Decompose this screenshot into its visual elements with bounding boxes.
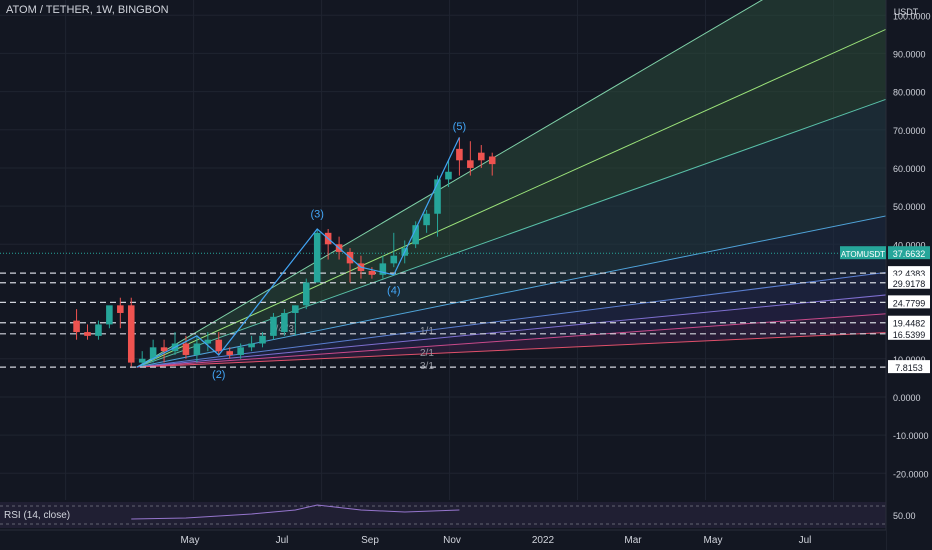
fan-label: 2/1 bbox=[420, 348, 434, 359]
level-label-bg bbox=[888, 360, 930, 374]
level-label-bg bbox=[888, 295, 930, 309]
candle-body bbox=[73, 320, 80, 333]
rsi-pane bbox=[0, 502, 886, 528]
candle-body bbox=[117, 305, 124, 313]
horizontal-levels bbox=[0, 252, 886, 368]
candle-body bbox=[182, 343, 190, 355]
candle-body bbox=[445, 171, 452, 180]
time-tick-label: Nov bbox=[443, 535, 461, 546]
price-tick-label: 10.0000 bbox=[893, 355, 926, 365]
candle-body bbox=[248, 343, 255, 348]
candle-body bbox=[160, 347, 168, 352]
fan-label: 3/1 bbox=[420, 361, 434, 372]
fan-band bbox=[136, 0, 932, 368]
price-tick-label: 40.0000 bbox=[893, 240, 926, 250]
price-tick-label: 70.0000 bbox=[893, 126, 926, 136]
current-symbol-bg bbox=[840, 246, 886, 260]
candle-body bbox=[488, 156, 496, 165]
time-tick-label: Jul bbox=[799, 535, 812, 546]
time-axis-bg bbox=[0, 530, 886, 550]
wave-label: (5) bbox=[453, 121, 466, 133]
candle-body bbox=[434, 179, 441, 214]
level-label: 32.4383 bbox=[893, 269, 926, 279]
wave-label: (3) bbox=[310, 209, 323, 221]
wave-label: (4) bbox=[387, 285, 400, 297]
candle-body bbox=[368, 270, 376, 275]
time-tick-label: 2022 bbox=[532, 535, 555, 546]
level-label: 19.4482 bbox=[893, 319, 926, 329]
candle-body bbox=[467, 160, 474, 168]
candle-body bbox=[423, 213, 430, 226]
candle-body bbox=[302, 282, 310, 306]
price-tick-label: -10.0000 bbox=[893, 431, 929, 441]
price-tick-label: 50.0000 bbox=[893, 202, 926, 212]
candle-body bbox=[292, 305, 299, 313]
fan-line bbox=[136, 0, 764, 368]
fan-label: 1/4 bbox=[270, 324, 284, 335]
price-tick-label: -20.0000 bbox=[893, 469, 929, 479]
candle-body bbox=[412, 225, 419, 245]
candle-body bbox=[456, 148, 463, 161]
price-axis-unit: USDT bbox=[894, 7, 919, 17]
current-price-label: 37.6632 bbox=[893, 249, 926, 259]
candle-body bbox=[84, 332, 91, 336]
time-tick-label: Jul bbox=[276, 535, 289, 546]
level-label-bg bbox=[888, 275, 930, 289]
level-label: 29.9178 bbox=[893, 279, 926, 289]
rsi-value: 50.00 bbox=[893, 511, 916, 521]
candle-body bbox=[138, 358, 146, 363]
candle-body bbox=[281, 312, 288, 333]
elliott-waves: (2) (3) (4) (5) bbox=[136, 121, 466, 381]
candle-body bbox=[215, 339, 223, 352]
rsi-label: RSI (14, close) bbox=[4, 510, 71, 521]
time-tick-label: Sep bbox=[361, 535, 379, 546]
wave-path bbox=[136, 137, 460, 368]
chart-title: ATOM / TETHER, 1W, BINGBON bbox=[6, 4, 169, 16]
fan-line bbox=[136, 94, 898, 368]
candle-body bbox=[193, 343, 201, 355]
current-price-bg bbox=[888, 246, 930, 260]
candle-body bbox=[149, 347, 157, 359]
fan-line bbox=[136, 331, 897, 368]
level-label: 16.5399 bbox=[893, 330, 926, 340]
fan-label: 1/1 bbox=[420, 326, 434, 337]
candle-body bbox=[95, 324, 102, 336]
fan-line bbox=[136, 312, 897, 368]
current-symbol: ATOMUSDT bbox=[841, 250, 885, 259]
candle-body bbox=[226, 351, 233, 355]
time-tick-label: Mar bbox=[624, 535, 642, 546]
level-label-bg bbox=[888, 326, 930, 340]
candle-body bbox=[379, 263, 387, 275]
price-tick-label: 100.0000 bbox=[893, 11, 931, 21]
level-label: 7.8153 bbox=[895, 363, 923, 373]
candle-body bbox=[259, 335, 266, 344]
price-tick-label: 60.0000 bbox=[893, 164, 926, 174]
price-tick-label: 80.0000 bbox=[893, 88, 926, 98]
gann-fan: 1/41/31/12/13/1 bbox=[136, 0, 932, 372]
fan-line bbox=[136, 270, 898, 368]
candle-body bbox=[270, 316, 277, 336]
level-label-bg bbox=[888, 315, 930, 329]
rsi-line bbox=[131, 504, 460, 520]
fan-line bbox=[136, 293, 897, 368]
candle-body bbox=[478, 152, 485, 161]
level-label: 24.7799 bbox=[893, 298, 926, 308]
candle-body bbox=[204, 339, 212, 344]
price-tick-label: 0.0000 bbox=[893, 393, 921, 403]
candle-body bbox=[106, 305, 113, 325]
wave-label: (2) bbox=[212, 369, 225, 381]
candles bbox=[73, 137, 496, 367]
price-tick-label: 90.0000 bbox=[893, 49, 926, 59]
candle-body bbox=[237, 347, 244, 355]
time-tick-label: May bbox=[181, 535, 200, 546]
candle-body bbox=[390, 255, 398, 264]
time-tick-label: May bbox=[704, 535, 723, 546]
candle-body bbox=[127, 305, 135, 363]
candle-body bbox=[313, 232, 321, 283]
